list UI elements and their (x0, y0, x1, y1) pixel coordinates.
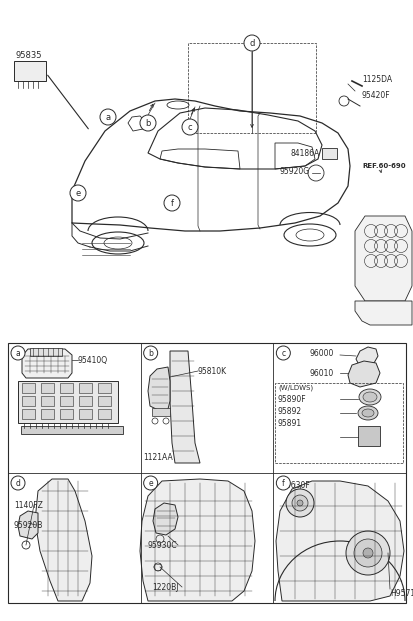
Text: f: f (281, 479, 284, 487)
Text: b: b (145, 119, 150, 127)
Text: a: a (16, 348, 20, 358)
Bar (274, 383, 402, 463)
Circle shape (143, 346, 157, 360)
Text: 95835: 95835 (16, 52, 43, 60)
Circle shape (164, 195, 180, 211)
Text: e: e (148, 479, 153, 487)
Ellipse shape (361, 409, 373, 417)
Bar (21, 426, 123, 434)
Ellipse shape (357, 406, 377, 420)
Bar (321, 148, 336, 159)
Polygon shape (354, 216, 411, 301)
Circle shape (70, 185, 86, 201)
Bar (22, 396, 35, 406)
Polygon shape (147, 367, 170, 411)
Text: 95892: 95892 (277, 407, 301, 415)
Polygon shape (140, 479, 254, 601)
Circle shape (243, 35, 259, 51)
Bar (79, 396, 92, 406)
Circle shape (275, 476, 290, 490)
Text: e: e (75, 189, 81, 197)
Bar (98, 409, 111, 419)
Bar (357, 426, 379, 446)
Polygon shape (354, 301, 411, 325)
Circle shape (100, 109, 116, 125)
Text: 1121AA: 1121AA (143, 453, 173, 463)
Text: d: d (16, 479, 20, 487)
Bar (41, 409, 54, 419)
Text: 95890F: 95890F (277, 394, 306, 404)
Text: b: b (148, 348, 153, 358)
Circle shape (275, 346, 290, 360)
Circle shape (11, 346, 25, 360)
Circle shape (362, 548, 372, 558)
Circle shape (285, 489, 313, 517)
Text: 95410Q: 95410Q (78, 355, 108, 365)
Text: c: c (187, 122, 192, 132)
Text: 95810K: 95810K (197, 366, 227, 376)
Bar (79, 409, 92, 419)
Text: f: f (170, 199, 173, 207)
Bar (41, 383, 54, 393)
Polygon shape (347, 361, 379, 387)
Polygon shape (153, 503, 178, 535)
Bar (30, 348, 62, 356)
Polygon shape (275, 481, 403, 601)
Bar (14, 61, 46, 81)
Text: 96010: 96010 (309, 368, 333, 378)
Text: 95920B: 95920B (14, 520, 43, 530)
Bar (60, 409, 73, 419)
Text: d: d (249, 39, 254, 47)
Circle shape (353, 539, 381, 567)
Text: H95710: H95710 (389, 589, 413, 597)
Circle shape (182, 119, 197, 135)
Circle shape (11, 476, 25, 490)
Circle shape (140, 115, 156, 131)
Bar (188, 43, 315, 133)
Ellipse shape (358, 389, 380, 405)
Bar (41, 396, 54, 406)
Bar (98, 396, 111, 406)
Bar (79, 383, 92, 393)
Circle shape (291, 495, 307, 511)
Polygon shape (355, 347, 377, 365)
Text: 96000: 96000 (309, 348, 334, 358)
Polygon shape (35, 479, 92, 601)
Circle shape (296, 500, 302, 506)
Circle shape (143, 476, 157, 490)
Text: 95891: 95891 (277, 420, 301, 428)
Text: 84186A: 84186A (290, 148, 319, 158)
Text: 1140FZ: 1140FZ (14, 501, 43, 509)
Bar (22, 383, 35, 393)
Text: 95920G: 95920G (279, 166, 309, 176)
Text: 95930C: 95930C (147, 540, 177, 550)
Bar (18, 381, 118, 423)
Bar (98, 383, 111, 393)
Bar (152, 408, 170, 416)
Text: c: c (280, 348, 285, 358)
Text: 96630F: 96630F (281, 481, 310, 489)
Polygon shape (18, 511, 38, 539)
Bar (8, 343, 405, 603)
Text: (W/LDWS): (W/LDWS) (277, 385, 312, 391)
Text: 95420F: 95420F (361, 91, 390, 101)
Text: REF.60-690: REF.60-690 (361, 163, 405, 169)
Polygon shape (22, 349, 72, 378)
Text: 1125DA: 1125DA (361, 75, 391, 83)
Circle shape (345, 531, 389, 575)
Ellipse shape (362, 392, 376, 402)
Bar (60, 383, 73, 393)
Bar (22, 409, 35, 419)
Polygon shape (170, 351, 199, 463)
Text: 1220BJ: 1220BJ (152, 582, 178, 591)
Text: a: a (105, 112, 110, 122)
Bar (60, 396, 73, 406)
